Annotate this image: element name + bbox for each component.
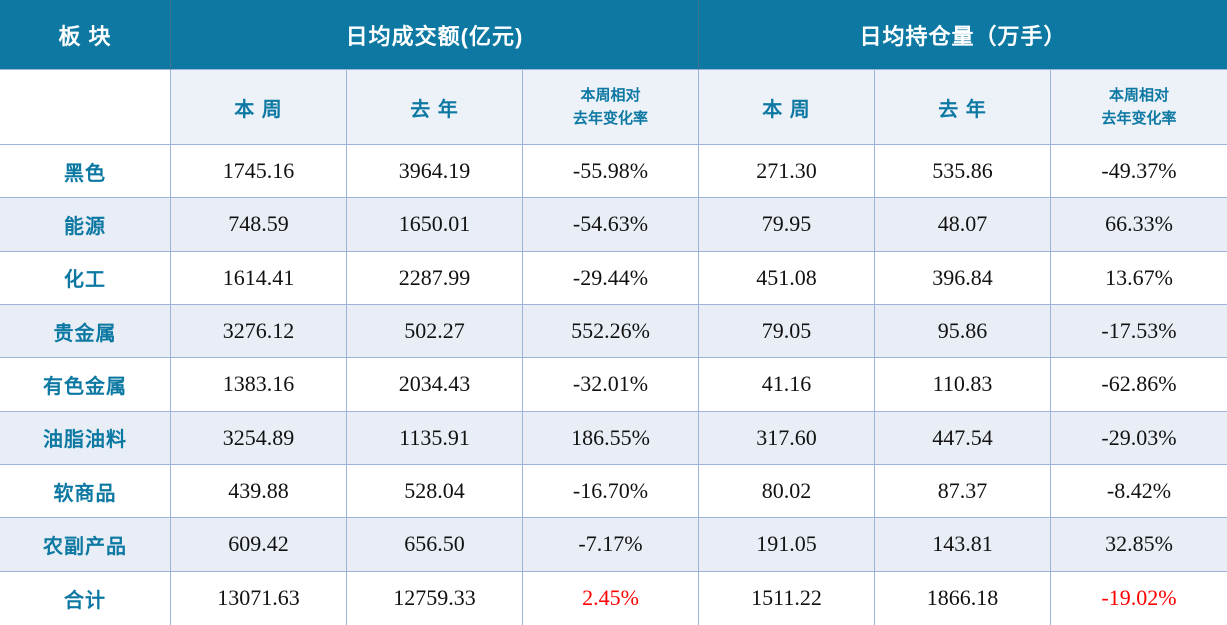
cell-turnover-change: -7.17%: [523, 518, 699, 572]
cell-turnover-change: -29.44%: [523, 251, 699, 305]
total-turnover-change: 2.45%: [523, 571, 699, 625]
cell-oi-this-week: 80.02: [699, 464, 875, 519]
subheader-turnover-last-year: 去 年: [347, 70, 523, 145]
cell-oi-last-year: 95.86: [875, 304, 1051, 359]
cell-oi-change: -49.37%: [1051, 145, 1227, 199]
cell-turnover-this-week: 1383.16: [171, 358, 347, 412]
subheader-oi-last-year: 去 年: [875, 70, 1051, 145]
subheader-oi-this-week: 本 周: [699, 70, 875, 145]
cell-oi-last-year: 447.54: [875, 411, 1051, 465]
cell-oi-this-week: 191.05: [699, 518, 875, 572]
cell-oi-change: 66.33%: [1051, 198, 1227, 252]
cell-turnover-change: -16.70%: [523, 464, 699, 519]
cell-oi-last-year: 535.86: [875, 145, 1051, 199]
cell-oi-change: 13.67%: [1051, 252, 1227, 305]
change-line2: 去年变化率: [572, 110, 648, 127]
cell-oi-this-week: 79.95: [699, 198, 875, 252]
cell-oi-change: -17.53%: [1051, 304, 1227, 359]
cell-oi-change: -62.86%: [1051, 358, 1227, 412]
cell-turnover-this-week: 1745.16: [171, 145, 347, 199]
sector-label: 能源: [0, 198, 171, 252]
cell-turnover-change: 552.26%: [523, 304, 699, 359]
cell-turnover-last-year: 528.04: [347, 464, 523, 519]
subheader-blank: [0, 70, 171, 145]
cell-oi-last-year: 87.37: [875, 464, 1051, 519]
subheader-turnover-change: 本周相对 去年变化率: [523, 70, 699, 145]
group-header-open-interest: 日均持仓量（万手）: [699, 0, 1227, 70]
subheader-change-lines: 本周相对 去年变化率: [573, 84, 648, 131]
cell-oi-this-week: 41.16: [699, 358, 875, 412]
cell-turnover-this-week: 609.42: [171, 518, 347, 572]
sector-label: 化工: [0, 251, 171, 305]
total-label: 合计: [0, 571, 171, 625]
cell-oi-this-week: 79.05: [699, 304, 875, 359]
cell-turnover-last-year: 502.27: [347, 304, 523, 359]
cell-oi-last-year: 110.83: [875, 358, 1051, 412]
cell-turnover-this-week: 3276.12: [171, 304, 347, 359]
cell-turnover-last-year: 2287.99: [347, 251, 523, 305]
sector-label: 有色金属: [0, 358, 171, 412]
total-oi-last-year: 1866.18: [875, 571, 1051, 625]
sector-label: 农副产品: [0, 518, 171, 572]
subheader-change-lines: 本周相对 去年变化率: [1101, 84, 1176, 131]
sector-label: 贵金属: [0, 304, 171, 359]
cell-turnover-change: 186.55%: [523, 411, 699, 465]
sector-label: 油脂油料: [0, 411, 171, 465]
total-oi-this-week: 1511.22: [699, 571, 875, 625]
cell-turnover-last-year: 1650.01: [347, 198, 523, 252]
cell-oi-last-year: 143.81: [875, 518, 1051, 572]
cell-turnover-change: -32.01%: [523, 358, 699, 412]
cell-oi-this-week: 451.08: [699, 251, 875, 305]
subheader-turnover-this-week: 本 周: [171, 70, 347, 145]
cell-oi-last-year: 48.07: [875, 198, 1051, 252]
cell-oi-this-week: 271.30: [699, 145, 875, 199]
change-line1: 本周相对: [580, 86, 641, 104]
total-turnover-last-year: 12759.33: [347, 571, 523, 625]
cell-oi-change: -8.42%: [1051, 465, 1227, 519]
cell-turnover-this-week: 3254.89: [171, 411, 347, 465]
cell-turnover-last-year: 3964.19: [347, 145, 523, 199]
cell-turnover-last-year: 2034.43: [347, 358, 523, 412]
cell-turnover-last-year: 1135.91: [347, 411, 523, 465]
sector-label: 软商品: [0, 464, 171, 519]
sector-label: 黑色: [0, 145, 171, 199]
cell-oi-change: -29.03%: [1051, 411, 1227, 465]
change-line2: 去年变化率: [1101, 110, 1177, 127]
cell-oi-last-year: 396.84: [875, 251, 1051, 305]
group-header-turnover: 日均成交额(亿元): [171, 0, 699, 70]
cell-turnover-this-week: 748.59: [171, 198, 347, 252]
cell-turnover-last-year: 656.50: [347, 518, 523, 572]
cell-turnover-change: -55.98%: [523, 145, 699, 199]
change-line1: 本周相对: [1108, 86, 1169, 104]
cell-turnover-this-week: 439.88: [171, 464, 347, 519]
cell-oi-change: 32.85%: [1051, 518, 1227, 572]
total-turnover-this-week: 13071.63: [171, 571, 347, 625]
total-oi-change: -19.02%: [1101, 585, 1177, 611]
cell-turnover-change: -54.63%: [523, 198, 699, 252]
corner-header-sector: 板 块: [0, 0, 171, 70]
subheader-oi-change: 本周相对 去年变化率: [1051, 70, 1227, 145]
cell-turnover-this-week: 1614.41: [171, 251, 347, 305]
cell-oi-this-week: 317.60: [699, 411, 875, 465]
